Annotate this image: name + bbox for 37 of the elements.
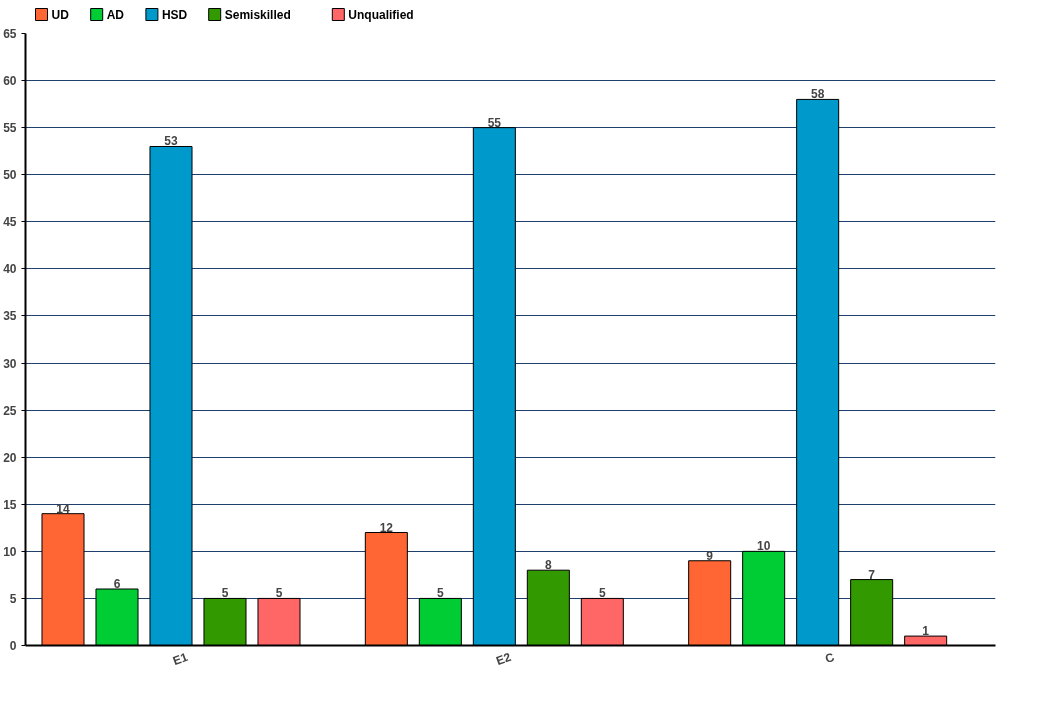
x-tick-label: E2: [494, 649, 514, 669]
data-label: 10: [757, 539, 771, 554]
y-tick-label: 40: [3, 262, 17, 277]
y-tick-label: 35: [3, 309, 17, 324]
y-tick-label: 20: [3, 450, 17, 465]
y-tick-label: 45: [3, 215, 17, 230]
data-label: 5: [275, 586, 283, 601]
legend-label: Unqualified: [348, 7, 414, 22]
y-tick-label: 55: [3, 121, 17, 136]
legend-label: AD: [106, 7, 125, 22]
y-tick-label: 60: [3, 74, 17, 89]
data-label: 5: [221, 586, 229, 601]
x-tick-label: C: [823, 649, 837, 667]
y-tick-label: 15: [3, 497, 17, 512]
data-label: 53: [164, 134, 178, 149]
y-tick-label: 10: [3, 544, 17, 559]
data-label: 1: [922, 624, 930, 639]
data-label: 58: [810, 87, 825, 102]
data-label: 7: [868, 567, 876, 582]
data-label: 6: [113, 577, 121, 592]
data-label: 9: [706, 548, 714, 563]
data-label: 5: [598, 586, 606, 601]
legend-label: Semiskilled: [224, 7, 291, 22]
data-label: 5: [437, 586, 444, 601]
legend-label: UD: [51, 7, 70, 22]
y-tick-label: 0: [9, 639, 17, 653]
data-label: 12: [379, 520, 394, 535]
y-tick-label: 65: [3, 27, 17, 41]
data-label: 14: [56, 501, 71, 516]
legend-label: HSD: [161, 7, 188, 22]
y-tick-label: 30: [3, 356, 17, 371]
y-tick-label: 25: [3, 403, 17, 418]
data-label: 55: [487, 115, 502, 130]
x-tick-label: E1: [170, 649, 190, 669]
data-label: 8: [544, 558, 552, 573]
y-tick-label: 5: [9, 591, 17, 606]
y-tick-label: 50: [3, 168, 17, 183]
